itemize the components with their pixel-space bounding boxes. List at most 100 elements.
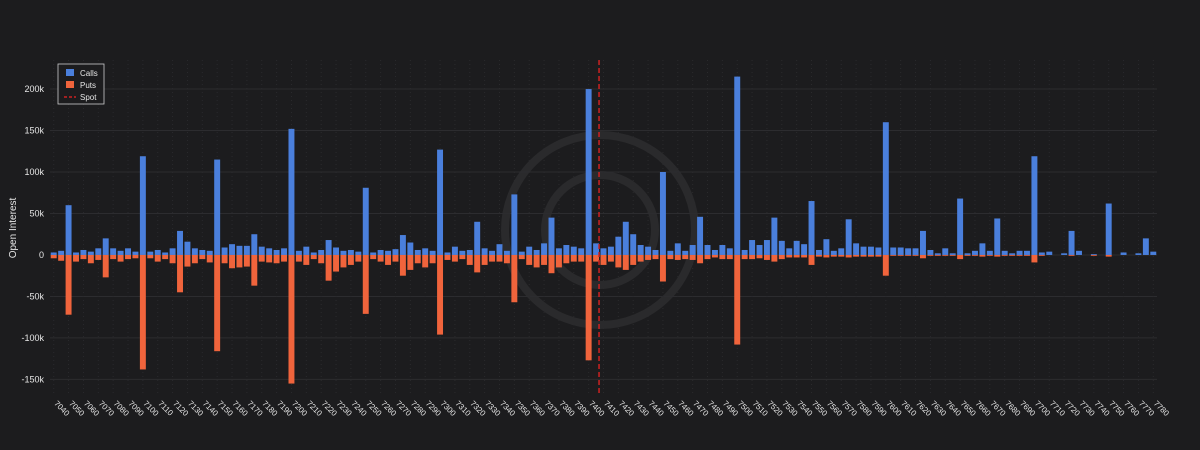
bar	[593, 254, 600, 262]
x-tick-label: 7690	[1018, 399, 1037, 418]
bar	[548, 217, 555, 255]
x-tick-label: 7470	[691, 399, 710, 418]
bar	[489, 250, 496, 255]
bar	[214, 159, 221, 255]
bar	[578, 254, 585, 262]
x-tick-label: 7490	[721, 399, 740, 418]
bar	[310, 254, 317, 260]
bar	[585, 89, 592, 255]
bar	[451, 246, 458, 255]
bar	[147, 254, 154, 259]
bar	[934, 253, 941, 255]
bar	[95, 254, 102, 260]
bar	[630, 254, 637, 265]
bar	[919, 254, 926, 259]
bar	[1076, 250, 1082, 255]
y-tick-label: -100k	[21, 333, 44, 343]
bar	[429, 254, 436, 264]
bar	[674, 243, 681, 255]
bar	[139, 254, 146, 370]
bar	[310, 252, 317, 255]
bar	[87, 254, 94, 264]
bar	[652, 254, 659, 260]
x-tick-label: 7150	[216, 399, 235, 418]
bar	[481, 248, 488, 255]
bar	[659, 172, 666, 255]
bar	[206, 250, 213, 255]
bar	[830, 254, 837, 257]
bar	[370, 252, 377, 255]
x-tick-label: 7740	[1092, 399, 1111, 418]
x-tick-label: 7270	[394, 399, 413, 418]
bar	[815, 249, 822, 255]
bar	[162, 254, 169, 260]
x-tick-label: 7130	[186, 399, 205, 418]
bar	[229, 254, 235, 269]
bar	[927, 249, 934, 255]
bar	[570, 254, 577, 262]
bar	[110, 248, 117, 255]
bar	[496, 244, 503, 255]
bar	[362, 187, 369, 255]
bar	[422, 248, 429, 255]
bar	[258, 254, 265, 262]
x-tick-label: 7710	[1048, 399, 1067, 418]
bar	[674, 254, 681, 260]
bar	[548, 254, 555, 274]
bar	[555, 248, 562, 255]
x-tick-label: 7550	[810, 399, 829, 418]
bar	[1009, 254, 1016, 256]
bar	[801, 254, 808, 258]
x-tick-label: 7180	[260, 399, 279, 418]
bar	[65, 254, 72, 315]
bar	[243, 254, 250, 267]
bar	[1001, 250, 1008, 255]
bar	[808, 201, 815, 255]
bar	[1009, 253, 1016, 255]
x-tick-label: 7520	[766, 399, 785, 418]
x-tick-label: 7720	[1063, 399, 1082, 418]
bar	[407, 254, 414, 270]
bar	[132, 251, 139, 255]
y-tick-label: 50k	[29, 208, 44, 218]
bar	[763, 254, 770, 260]
x-tick-label: 7650	[959, 399, 978, 418]
bar	[964, 254, 971, 256]
bar	[437, 254, 444, 335]
bar	[882, 254, 889, 276]
x-tick-label: 7330	[483, 399, 502, 418]
bar	[221, 247, 228, 255]
bar	[139, 156, 146, 255]
bar	[50, 254, 57, 259]
y-tick-label: 100k	[24, 167, 44, 177]
x-tick-label: 7080	[112, 399, 131, 418]
bar	[1046, 251, 1053, 255]
bar	[927, 254, 934, 256]
bar	[600, 254, 607, 265]
bar	[823, 254, 830, 258]
bar	[459, 254, 466, 260]
watermark-inner	[541, 171, 659, 289]
x-tick-label: 7700	[1033, 399, 1052, 418]
bar	[1068, 254, 1075, 256]
x-tick-label: 7380	[558, 399, 577, 418]
x-tick-label: 7100	[141, 399, 160, 418]
bar	[199, 249, 206, 255]
bar	[1024, 250, 1030, 255]
bar	[429, 250, 436, 255]
bar	[942, 254, 949, 256]
bar	[87, 251, 94, 255]
bar	[526, 246, 533, 255]
x-tick-label: 7480	[706, 399, 725, 418]
bar	[444, 254, 451, 260]
bar	[169, 248, 176, 255]
bar	[949, 253, 956, 255]
bar	[704, 254, 711, 260]
bar	[905, 248, 912, 255]
x-tick-label: 7210	[305, 399, 324, 418]
bar	[503, 250, 510, 255]
bar	[645, 246, 652, 255]
legend-label: Spot	[80, 93, 97, 102]
bar	[80, 254, 87, 260]
bar	[303, 246, 310, 255]
